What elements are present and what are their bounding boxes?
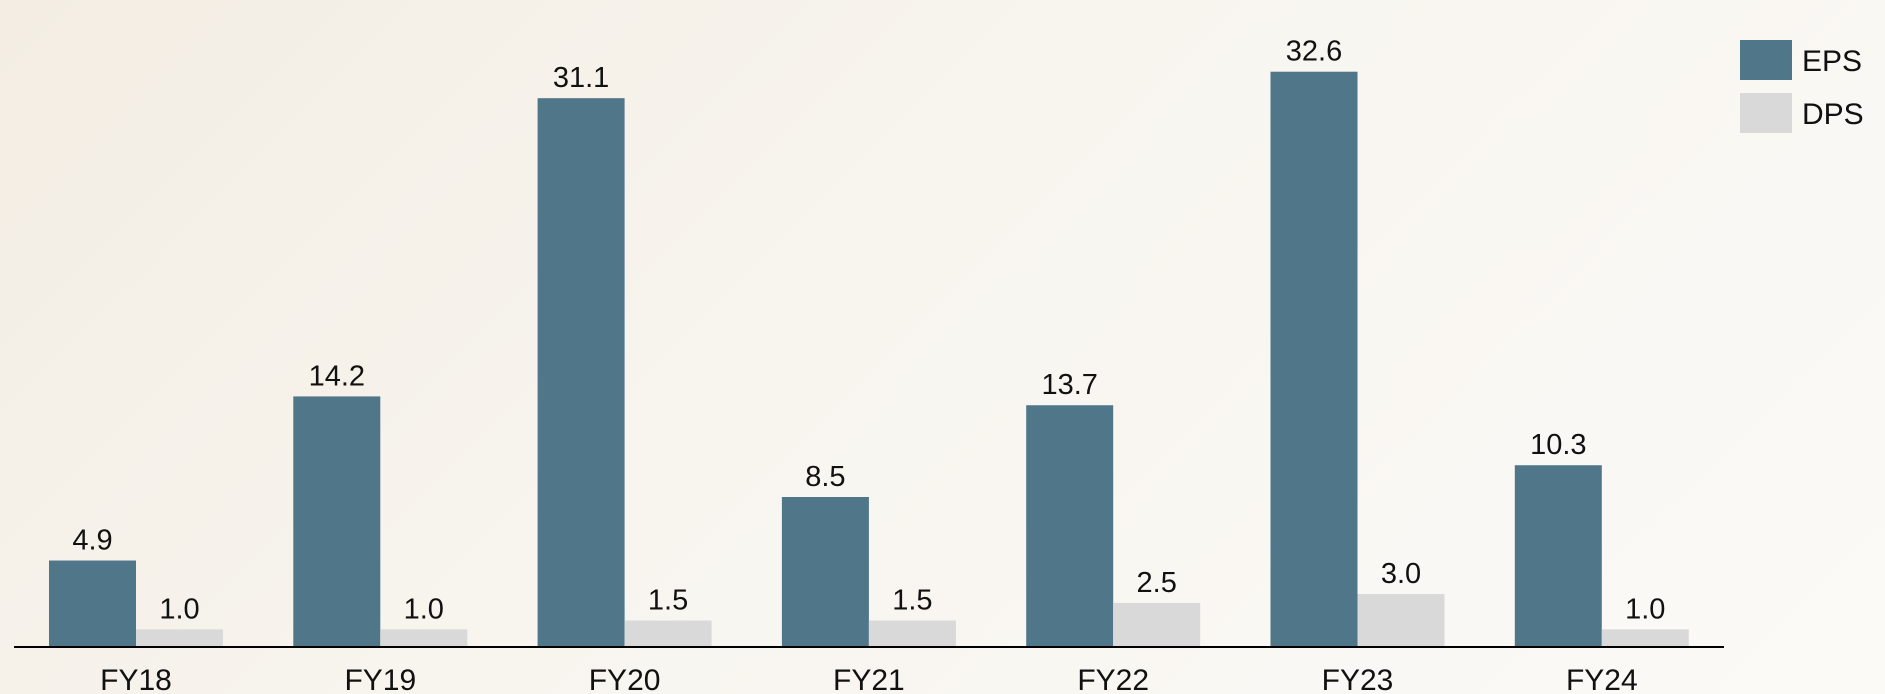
- bar-dps-fy20: [624, 620, 712, 647]
- x-tick-labels-layer: FY18 FY19 FY20 FY21 FY22 FY23 FY24: [100, 664, 1638, 694]
- legend-swatch-dps: [1740, 93, 1792, 133]
- bar-dps-fy18: [136, 629, 223, 647]
- value-label-eps-fy24: 10.3: [1530, 429, 1586, 461]
- value-label-dps-fy22: 2.5: [1137, 567, 1177, 599]
- value-label-dps-fy18: 1.0: [159, 593, 199, 625]
- x-tick-label-fy22: FY22: [1077, 664, 1149, 694]
- value-label-eps-fy21: 8.5: [805, 461, 845, 493]
- value-label-dps-fy20: 1.5: [648, 585, 688, 617]
- value-label-dps-fy21: 1.5: [892, 585, 932, 617]
- bar-eps-fy22: [1026, 405, 1114, 647]
- value-label-eps-fy18: 4.9: [72, 525, 112, 557]
- value-label-dps-fy24: 1.0: [1625, 593, 1665, 625]
- x-tick-label-fy20: FY20: [589, 664, 661, 694]
- x-tick-label-fy19: FY19: [344, 664, 416, 694]
- value-label-eps-fy19: 14.2: [309, 360, 365, 392]
- x-tick-label-fy23: FY23: [1322, 664, 1394, 694]
- value-label-dps-fy19: 1.0: [404, 593, 444, 625]
- value-label-eps-fy23: 32.6: [1286, 36, 1342, 68]
- bar-eps-fy18: [49, 560, 136, 647]
- bar-eps-fy24: [1514, 465, 1602, 647]
- value-label-dps-fy23: 3.0: [1381, 558, 1421, 590]
- bar-dps-fy21: [868, 620, 956, 647]
- legend-swatch-eps: [1740, 40, 1792, 80]
- bar-eps-fy21: [781, 497, 869, 647]
- bar-dps-fy24: [1601, 629, 1689, 647]
- bar-dps-fy22: [1113, 602, 1201, 647]
- bar-eps-fy23: [1270, 71, 1358, 648]
- bar-dps-fy23: [1357, 594, 1445, 647]
- bar-eps-fy19: [293, 396, 381, 647]
- bar-dps-fy19: [380, 629, 468, 647]
- value-label-eps-fy20: 31.1: [553, 62, 609, 94]
- x-tick-label-fy18: FY18: [100, 664, 172, 694]
- legend-label-eps: EPS: [1802, 45, 1862, 78]
- value-label-eps-fy22: 13.7: [1041, 369, 1097, 401]
- legend: EPS DPS: [1740, 40, 1864, 133]
- bars-layer: [49, 71, 1689, 648]
- x-tick-label-fy24: FY24: [1566, 664, 1638, 694]
- value-labels-layer: 4.9 1.0 14.2 1.0 31.1 1.5 8.5 1.5 13.7 2.5 32.6 3.0…: [72, 36, 1665, 626]
- bar-eps-fy20: [537, 98, 625, 648]
- legend-label-dps: DPS: [1802, 98, 1864, 131]
- x-tick-label-fy21: FY21: [833, 664, 905, 694]
